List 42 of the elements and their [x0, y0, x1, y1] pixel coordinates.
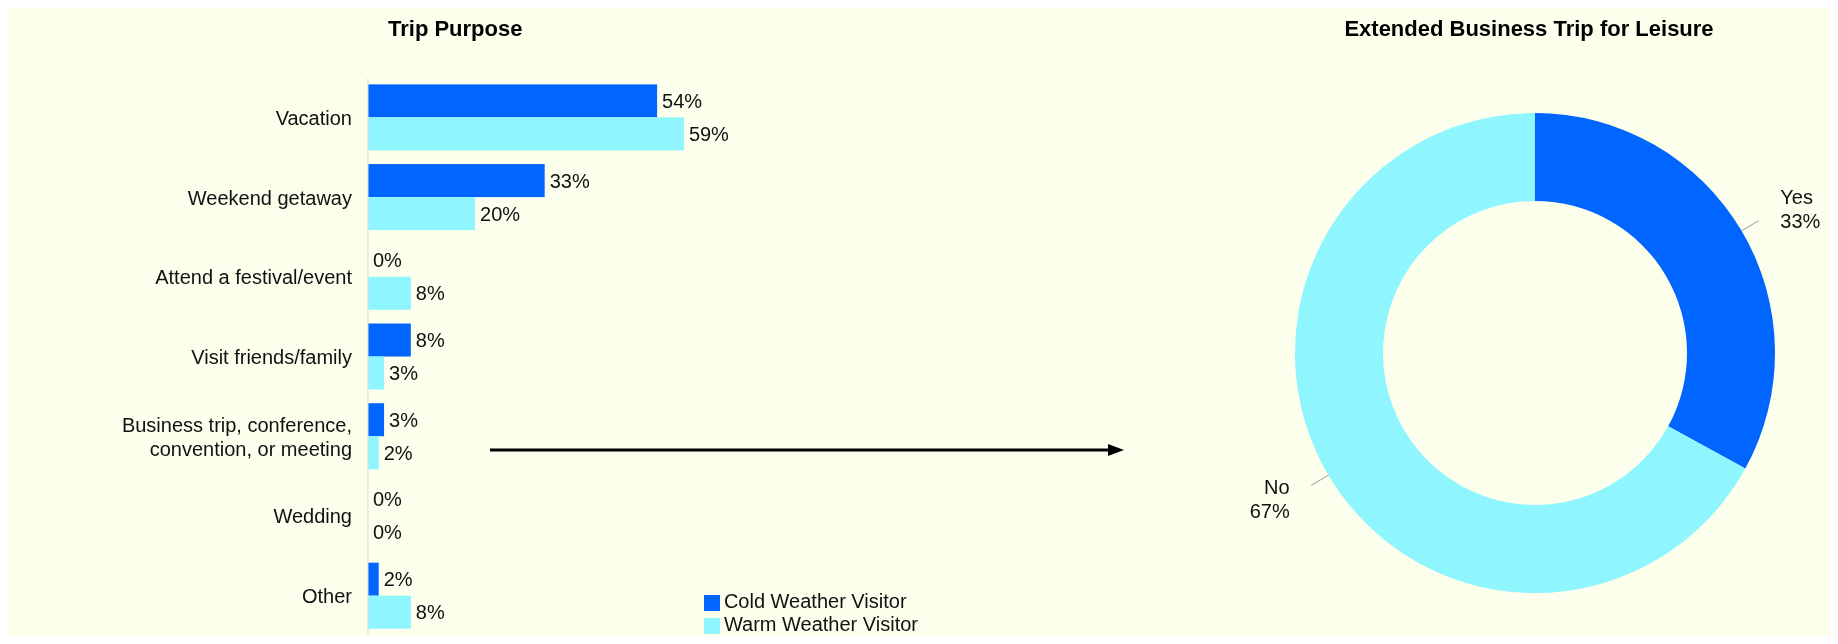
- bar: [368, 436, 379, 470]
- bar: [368, 562, 379, 596]
- data-label: 33%: [549, 169, 590, 192]
- bar: [368, 276, 411, 310]
- bar: [368, 323, 411, 357]
- data-label: 0%: [373, 249, 403, 272]
- donut-slice: [1295, 113, 1746, 593]
- legend-label: Cold Weather Visitor: [723, 590, 907, 612]
- slice-label: Yes: [1780, 185, 1813, 208]
- legend-label: Warm Weather Visitor: [723, 613, 918, 635]
- y-tick-label: Attend a festival/event: [155, 266, 353, 289]
- bar: [368, 84, 658, 118]
- bar: [368, 197, 476, 231]
- data-label: 8%: [415, 282, 445, 305]
- data-label: 67%: [1249, 500, 1290, 523]
- donut-slice: [1535, 113, 1775, 469]
- data-label: 0%: [373, 488, 403, 511]
- y-tick-label: Vacation: [275, 106, 352, 129]
- data-label: 0%: [373, 521, 403, 544]
- bar: [368, 164, 545, 198]
- y-tick-label: Weekend getaway: [187, 186, 352, 209]
- data-label: 54%: [662, 89, 703, 112]
- data-label: 20%: [480, 202, 521, 225]
- data-label: 3%: [389, 362, 419, 385]
- y-tick-label: Wedding: [273, 505, 352, 528]
- data-label: 59%: [688, 122, 730, 145]
- data-label: 8%: [415, 601, 445, 624]
- data-label: 3%: [389, 408, 419, 431]
- data-label: 2%: [383, 441, 413, 464]
- chart-title: Trip Purpose: [388, 16, 523, 42]
- bar: [368, 403, 385, 437]
- chart-title: Extended Business Trip for Leisure: [1343, 16, 1715, 42]
- y-tick-label: Other: [301, 585, 353, 608]
- data-label: 2%: [383, 568, 413, 591]
- bar: [368, 117, 684, 151]
- data-label: 33%: [1780, 209, 1821, 232]
- slice-label: No: [1264, 476, 1290, 499]
- bar: [368, 595, 411, 629]
- bar: [368, 356, 385, 390]
- y-tick-label: Business trip, conference, convention, or meeting: [121, 413, 352, 460]
- y-tick-label: Visit friends/family: [191, 346, 352, 368]
- data-label: 8%: [415, 329, 445, 352]
